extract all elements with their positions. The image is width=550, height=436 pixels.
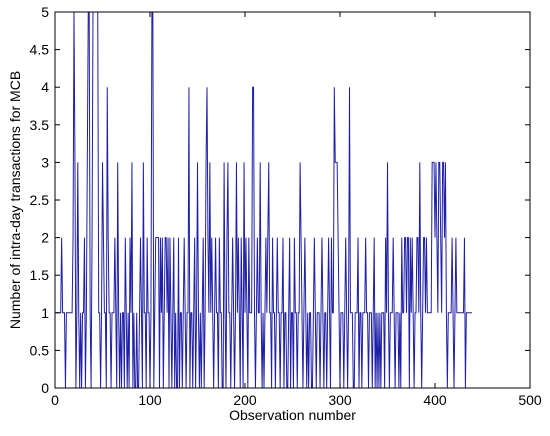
x-tick-label: 100 [138, 392, 162, 408]
y-tick-label: 3.5 [30, 117, 50, 133]
x-tick-label: 400 [423, 392, 447, 408]
y-tick-label: 2 [41, 230, 49, 246]
x-tick-label: 300 [328, 392, 352, 408]
series-line-0 [55, 12, 473, 388]
y-tick-label: 4 [41, 79, 49, 95]
y-tick-label: 1.5 [30, 267, 50, 283]
y-tick-label: 3 [41, 154, 49, 170]
series-layer [55, 12, 473, 388]
x-axis-title: Observation number [229, 407, 356, 423]
x-tick-label: 200 [233, 392, 257, 408]
x-tick-label: 0 [51, 392, 59, 408]
tick-layer: 0 100 200 300 400 500 0 0.5 1 1.5 2 2.5 3 3.5 4 4.5 5 [30, 4, 542, 408]
y-tick-label: 0 [41, 380, 49, 396]
y-tick-label: 1 [41, 305, 49, 321]
y-tick-label: 0.5 [30, 342, 50, 358]
y-tick-label: 4.5 [30, 42, 50, 58]
y-tick-label: 5 [41, 4, 49, 20]
y-axis-title: Number of intra-day transactions for MCB [7, 71, 23, 329]
x-tick-label: 500 [518, 392, 542, 408]
y-tick-label: 2.5 [30, 192, 50, 208]
